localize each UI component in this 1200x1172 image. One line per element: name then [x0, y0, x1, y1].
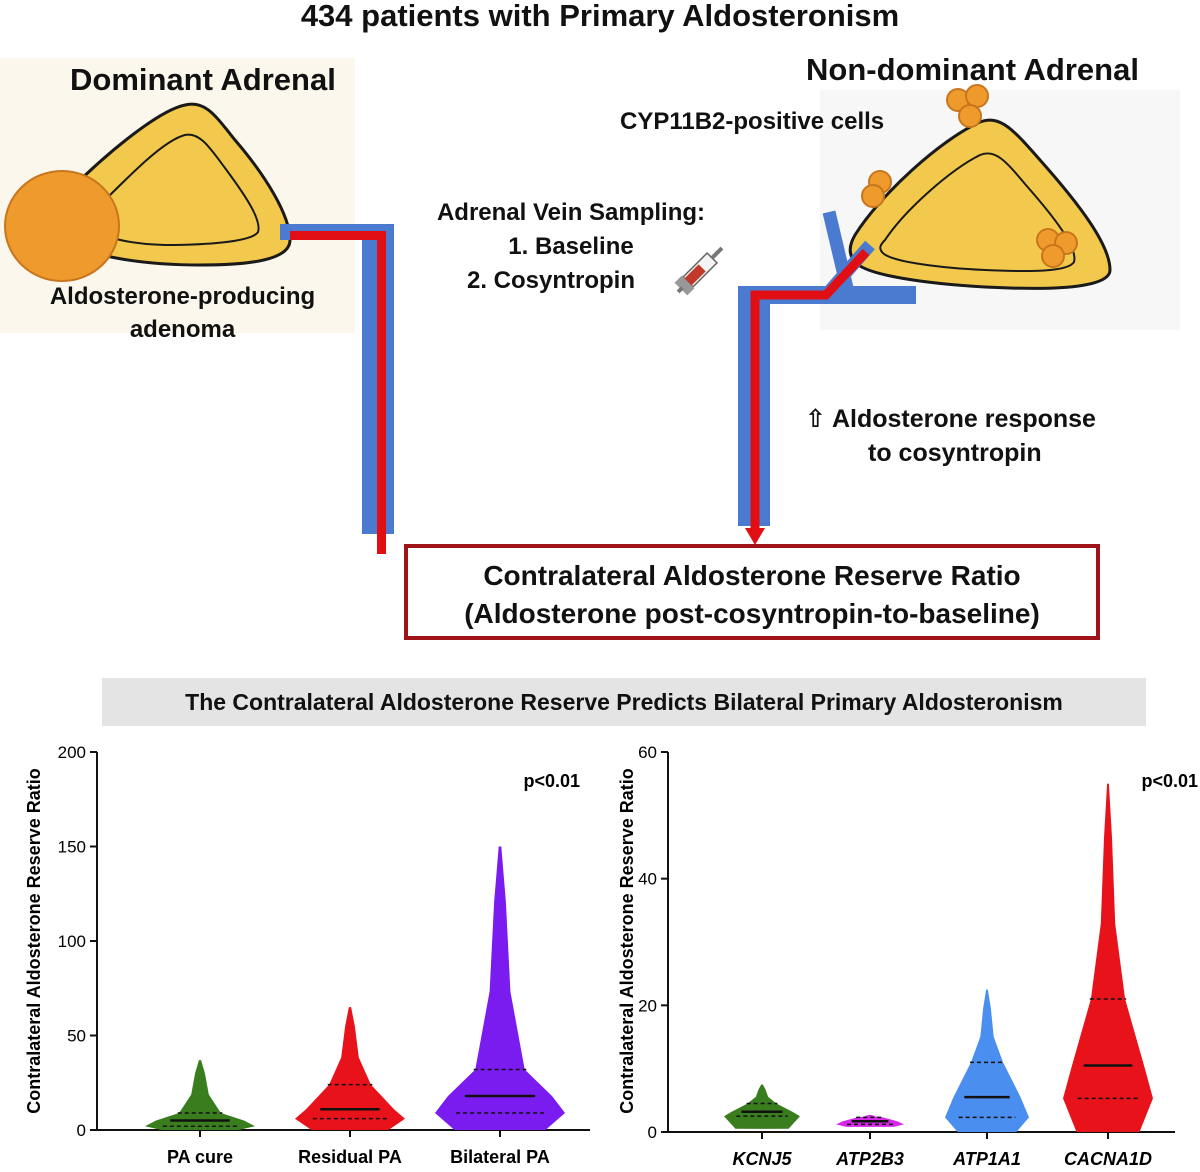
cyp11b2-label: CYP11B2-positive cells	[620, 108, 885, 135]
reserve-ratio-line2: (Aldosterone post-cosyntropin-to-baselin…	[464, 598, 1040, 629]
adenoma-label: Aldosterone-producing adenoma	[10, 280, 355, 346]
x-category-label: CACNA1D	[1064, 1149, 1152, 1169]
nondominant-adrenal-header: Non-dominant Adrenal	[806, 52, 1139, 87]
left-adrenal-vein	[280, 224, 394, 554]
cyp11b2-positive-cell-clusters	[861, 84, 1078, 268]
chart2-pvalue: p<0.01	[1141, 771, 1198, 791]
x-category-label: PA cure	[167, 1147, 233, 1167]
violin-cacna1d	[1063, 783, 1153, 1132]
reserve-ratio-box: Contralateral Aldosterone Reserve Ratio …	[404, 544, 1100, 640]
violin-atp1a1	[945, 989, 1029, 1132]
x-category-label: Residual PA	[298, 1147, 402, 1167]
chart1-y-label: Contralateral Aldosterone Reserve Ratio	[24, 768, 44, 1113]
violin-bilateral-pa	[435, 846, 565, 1130]
right-adrenal-vein	[738, 210, 916, 545]
response-line2: to cosyntropin	[868, 439, 1042, 467]
y-tick-label: 0	[648, 1123, 657, 1142]
y-tick-label: 50	[67, 1027, 86, 1046]
y-tick-label: 60	[638, 743, 657, 762]
x-category-label: ATP2B3	[835, 1149, 904, 1169]
violin-pa-cure	[145, 1060, 255, 1130]
avs-step-cosyntropin: 2. Cosyntropin	[466, 267, 635, 294]
aldosterone-producing-adenoma	[4, 170, 120, 282]
chart-1: 0 50 100 150 200 PA cure Residual PA Bilateral…	[24, 743, 590, 1167]
y-tick-label: 200	[58, 743, 86, 762]
response-line1: Aldosterone response	[831, 405, 1096, 433]
reserve-ratio-line1: Contralateral Aldosterone Reserve Ratio	[483, 560, 1021, 591]
x-category-label: KCNJ5	[732, 1149, 792, 1169]
y-tick-label: 0	[77, 1121, 86, 1140]
syringe-icon	[674, 246, 724, 296]
dominant-adrenal-header: Dominant Adrenal	[70, 62, 336, 97]
chart1-pvalue: p<0.01	[523, 771, 580, 791]
y-tick-label: 40	[638, 870, 657, 889]
y-tick-label: 150	[58, 838, 86, 857]
aldosterone-response-label: ⇧ Aldosterone response to cosyntropin	[805, 402, 1096, 470]
x-category-label: Bilateral PA	[450, 1147, 550, 1167]
chart2-y-label: Contralateral Aldosterone Reserve Ratio	[617, 768, 637, 1113]
violin-kcnj5	[724, 1084, 800, 1129]
up-arrow-icon: ⇧	[805, 405, 826, 433]
adenoma-label-line1: Aldosterone-producing	[49, 283, 316, 310]
figure-title: 434 patients with Primary Aldosteronism	[300, 0, 900, 33]
x-category-label: ATP1A1	[952, 1149, 1021, 1169]
violin-residual-pa	[295, 1007, 405, 1130]
prediction-banner: The Contralateral Aldosterone Reserve Pr…	[102, 678, 1146, 726]
y-tick-label: 20	[638, 996, 657, 1015]
avs-heading: Adrenal Vein Sampling:	[436, 199, 706, 226]
y-tick-label: 100	[58, 932, 86, 951]
adenoma-label-line2: adenoma	[129, 316, 236, 343]
red-arrow-head	[745, 528, 765, 545]
avs-steps: Adrenal Vein Sampling: 1. Baseline 2. Co…	[400, 196, 742, 298]
avs-step-baseline: 1. Baseline	[508, 233, 634, 260]
